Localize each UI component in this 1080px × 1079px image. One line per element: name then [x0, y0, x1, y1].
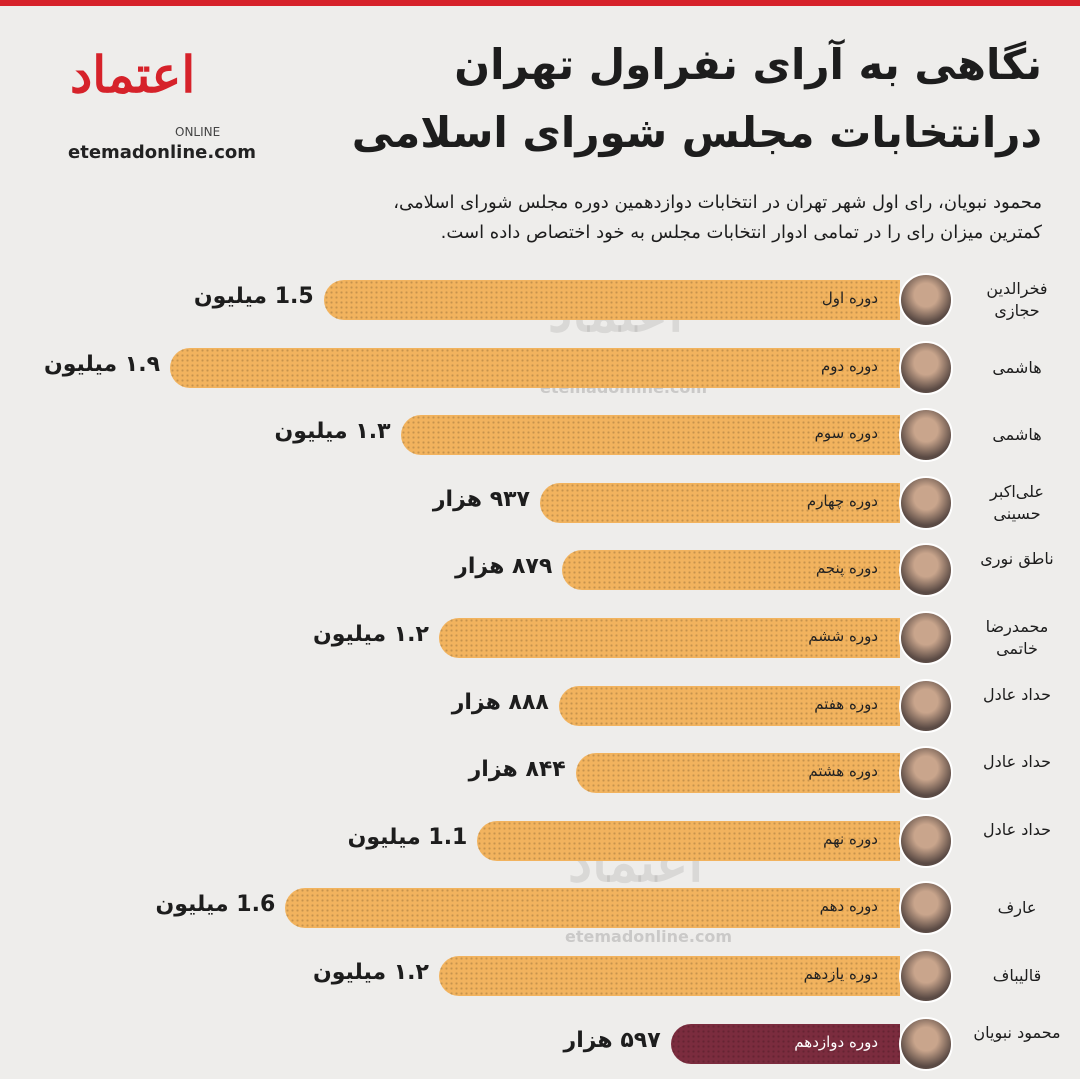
bar: [477, 820, 900, 861]
category-label: دوره پنجم: [815, 559, 878, 578]
category-label: دوره چهارم: [806, 491, 878, 510]
value-label: ۱.۲ میلیون: [312, 960, 429, 985]
value-label: ۸۴۴ هزار: [468, 757, 566, 783]
photo: [899, 475, 953, 530]
name: هاشمی: [992, 357, 1042, 377]
name: ناطق نوری: [980, 549, 1054, 569]
bar: [562, 550, 900, 591]
category-label: دوره یازدهم: [803, 965, 878, 983]
top-bar: [0, 0, 1080, 6]
name: قالیباف: [992, 966, 1042, 985]
value-label: 1.5 میلیون: [193, 284, 314, 309]
bar: [323, 280, 900, 320]
photo: [899, 1016, 953, 1071]
category-label: دوره دوم: [820, 356, 878, 375]
title: نگاهی به آرای نفراول تهران: [454, 40, 1043, 89]
bar: [438, 618, 900, 658]
bar: [285, 888, 900, 929]
category-label: دوره هشتم: [808, 762, 878, 781]
logo-sub: ONLINE: [175, 125, 221, 139]
subtitle: محمود نبویان، رای اول شهر تهران در انتخا…: [393, 192, 1042, 213]
value-label: ۵۹۷ هزار: [563, 1027, 661, 1053]
name: عارف: [997, 898, 1037, 918]
photo: [899, 813, 953, 868]
photo: [899, 881, 953, 936]
name: فخرالدین حجازی: [986, 279, 1048, 320]
value-label: 1.6 میلیون: [155, 892, 276, 918]
name: حداد عادل: [982, 819, 1052, 839]
value-label: ۱.۹ میلیون: [43, 351, 160, 377]
name: علی‌اکبر حسینی: [990, 481, 1044, 523]
photo: [899, 543, 953, 598]
value-label: ۹۳۷ هزار: [432, 486, 530, 512]
bar: [539, 482, 900, 523]
value-label: 1.1 میلیون: [347, 824, 468, 850]
site: etemadonline.com: [68, 142, 256, 163]
category-label: دوره دوازدهم: [794, 1032, 878, 1051]
bar: [670, 1023, 900, 1064]
photo: [899, 746, 953, 801]
bar: [170, 347, 900, 388]
name: محمود نبویان: [973, 1022, 1061, 1042]
bar: [575, 753, 900, 794]
value-label: ۸۸۸ هزار: [451, 689, 549, 715]
photo: [899, 273, 953, 327]
name: هاشمی: [992, 425, 1042, 445]
name: حداد عادل: [982, 684, 1052, 704]
category-label: دوره ششم: [808, 627, 878, 645]
bar: [400, 415, 900, 456]
name: حداد عادل: [982, 752, 1052, 772]
category-label: دوره هفتم: [814, 694, 878, 713]
logo: اعتماد: [70, 45, 196, 104]
photo: [899, 340, 953, 395]
name: محمدرضا خاتمی: [985, 617, 1049, 658]
watermark-site: etemadonline.com: [565, 927, 733, 946]
bar: [438, 956, 900, 996]
category-label: دوره سوم: [814, 424, 878, 443]
photo: [899, 611, 953, 665]
photo: [899, 408, 953, 463]
category-label: دوره نهم: [823, 829, 878, 848]
category-label: دوره دهم: [819, 897, 878, 916]
photo: [899, 678, 953, 733]
title: درانتخابات مجلس شورای اسلامی: [351, 108, 1043, 157]
value-label: ۸۷۹ هزار: [455, 554, 553, 580]
photo: [899, 949, 953, 1003]
subtitle: کمترین میزان رای را در تمامی ادوار انتخا…: [440, 222, 1042, 243]
value-label: ۱.۳ میلیون: [274, 419, 391, 445]
bar: [558, 685, 900, 726]
category-label: دوره اول: [821, 289, 878, 307]
value-label: ۱.۲ میلیون: [312, 622, 429, 647]
